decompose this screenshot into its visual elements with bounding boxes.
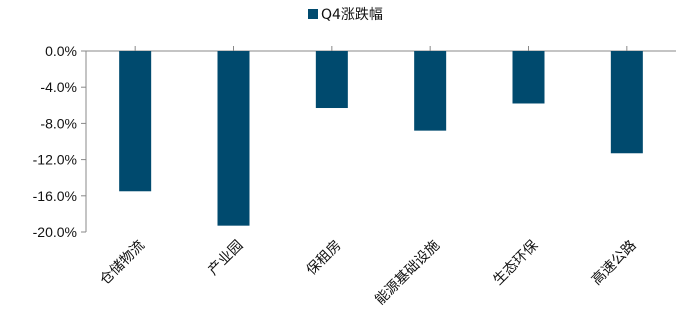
legend-swatch [308, 9, 318, 19]
y-tick-label: -16.0% [33, 188, 77, 204]
bars [119, 51, 643, 226]
y-axis: 0.0% -4.0% -8.0% -12.0% -16.0% -20.0% [33, 43, 676, 240]
x-category-label: 产业园 [205, 238, 246, 279]
legend: Q4涨跌幅 [308, 7, 383, 23]
y-tick-label: -12.0% [33, 152, 77, 168]
bar-2 [217, 51, 250, 226]
x-category-label: 高速公路 [588, 237, 640, 289]
bar-3 [315, 51, 348, 109]
legend-label: Q4涨跌幅 [321, 7, 383, 23]
bar-1 [119, 51, 152, 192]
x-category-label: 保租房 [304, 238, 345, 279]
bar-5 [512, 51, 545, 104]
y-tick-label: 0.0% [45, 43, 77, 59]
x-category-label: 生态环保 [490, 238, 541, 289]
y-tick-label: -20.0% [33, 224, 77, 240]
x-axis-labels: 仓储物流 产业园 保租房 能源基础设施 生态环保 高速公路 [97, 46, 640, 308]
y-tick-label: -8.0% [40, 115, 77, 131]
bar-6 [610, 51, 643, 154]
y-tick-label: -4.0% [40, 79, 77, 95]
x-category-label: 仓储物流 [97, 238, 148, 289]
x-category-label: 能源基础设施 [372, 237, 443, 308]
bar-4 [414, 51, 447, 131]
